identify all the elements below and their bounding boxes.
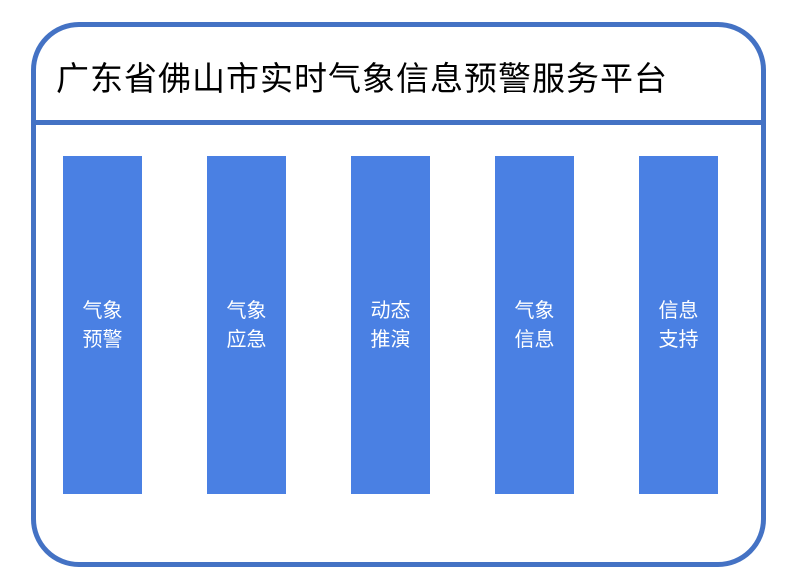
module-label-line1: 信息 <box>658 298 699 322</box>
module-label-line2: 信息 <box>514 327 555 351</box>
module-label-line1: 气象 <box>514 298 555 322</box>
module-label-line1: 气象 <box>226 298 267 322</box>
module-info-support: 信息 支持 <box>639 156 718 494</box>
module-label-line1: 动态 <box>370 298 411 322</box>
page-title: 广东省佛山市实时气象信息预警服务平台 <box>56 59 668 98</box>
module-weather-emergency: 气象 应急 <box>207 156 286 494</box>
module-dynamic-simulation: 动态 推演 <box>351 156 430 494</box>
module-label-line2: 预警 <box>82 327 123 351</box>
module-label-line2: 推演 <box>370 327 411 351</box>
module-label-line2: 应急 <box>226 327 267 351</box>
platform-frame <box>31 22 766 567</box>
module-label-line2: 支持 <box>658 327 699 351</box>
module-label-line1: 气象 <box>82 298 123 322</box>
module-weather-info: 气象 信息 <box>495 156 574 494</box>
title-divider <box>34 120 762 125</box>
module-weather-warning: 气象 预警 <box>63 156 142 494</box>
